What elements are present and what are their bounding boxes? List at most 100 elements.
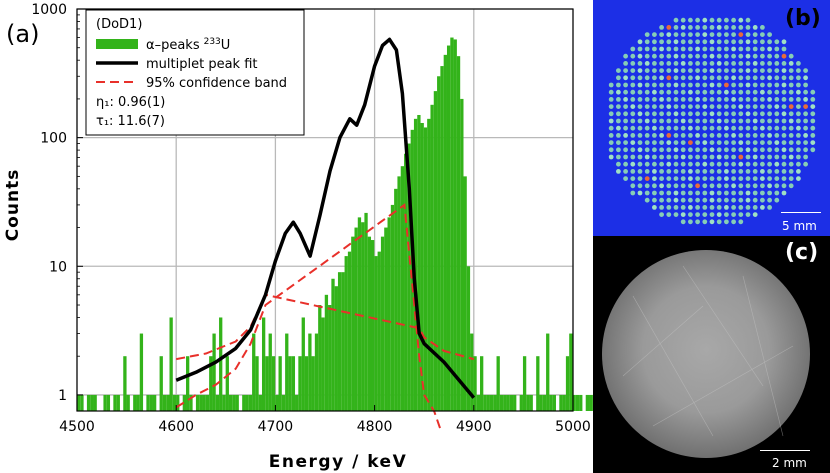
detector-pixel	[767, 68, 772, 73]
detector-pixel	[731, 61, 736, 66]
detector-pixel	[616, 125, 621, 131]
detector-pixel	[716, 25, 722, 30]
detector-pixel	[774, 75, 780, 81]
detector-pixel	[659, 118, 664, 124]
detector-pixel	[788, 140, 794, 146]
detector-pixel	[688, 82, 693, 88]
detector-pixel	[724, 75, 729, 81]
detector-pixel	[702, 118, 708, 124]
histogram-bar	[466, 266, 471, 411]
histogram-bar	[460, 98, 464, 411]
detector-pixel	[673, 32, 679, 37]
detector-pixel	[788, 61, 794, 66]
detector-pixel	[637, 147, 643, 153]
detector-pixel	[752, 176, 758, 182]
detector-pixel	[673, 190, 679, 196]
detector-pixel	[630, 140, 636, 146]
detector-pixel	[644, 61, 650, 66]
detector-pixel	[673, 89, 679, 95]
detector-pixel	[608, 147, 614, 153]
detector-pixel	[752, 190, 758, 196]
detector-pixel	[644, 133, 650, 138]
detector-pixel	[731, 205, 736, 210]
detector-pixel	[738, 176, 744, 182]
histogram-bar	[364, 212, 368, 411]
detector-pixel	[673, 97, 679, 102]
detector-pixel	[644, 39, 650, 45]
detector-pixel	[803, 118, 808, 124]
detector-pixel	[666, 39, 672, 45]
detector-pixel	[760, 205, 765, 210]
detector-pixel	[724, 61, 729, 66]
histogram-bar	[572, 394, 576, 411]
detector-pixel	[788, 133, 794, 138]
detector-pixel	[738, 205, 744, 210]
detector-pixel	[680, 89, 686, 95]
detector-pixel	[702, 97, 708, 102]
detector-pixel	[709, 147, 715, 153]
detector-pixel	[796, 68, 801, 73]
detector-pixel	[680, 111, 686, 117]
detector-pixel	[760, 53, 765, 59]
detector-pixel	[688, 161, 693, 167]
detector-pixel	[630, 190, 636, 196]
detector-pixel	[760, 68, 765, 73]
detector-pixel	[716, 140, 722, 146]
detector-pixel	[637, 46, 643, 52]
detector-pixel	[673, 118, 679, 124]
histogram-bar	[126, 394, 130, 411]
histogram-bar	[397, 176, 401, 411]
histogram-bar	[176, 394, 180, 411]
detector-pixel	[810, 89, 816, 95]
detector-pixel	[767, 197, 772, 203]
detector-pixel	[652, 82, 657, 88]
detector-pixel	[745, 190, 751, 196]
detector-pixel	[731, 147, 736, 153]
detector-pixel	[781, 118, 787, 124]
detector-pixel	[652, 125, 657, 131]
detector-pixel	[695, 118, 700, 124]
detector-pixel	[731, 46, 736, 52]
histogram-bar	[278, 356, 282, 411]
detector-pixel	[659, 140, 664, 146]
detector-pixel	[652, 183, 657, 189]
detector-pixel	[752, 89, 758, 95]
detector-pixel	[745, 61, 751, 66]
detector-pixel	[796, 118, 801, 124]
detector-pixel	[637, 53, 643, 59]
detector-pixel	[673, 46, 679, 52]
detector-pixel	[731, 53, 736, 59]
histogram-bar	[437, 76, 441, 412]
histogram-bar	[394, 188, 398, 411]
detector-pixel	[659, 111, 664, 117]
histogram-bar	[321, 317, 325, 411]
detector-pixel	[630, 104, 636, 109]
detector-pixel	[767, 190, 772, 196]
detector-pixel	[666, 205, 672, 210]
histogram-bar	[380, 236, 385, 411]
histogram-bar	[569, 333, 573, 411]
detector-pixel	[796, 111, 801, 117]
detector-pixel	[716, 104, 722, 109]
detector-pixel	[767, 82, 772, 88]
detector-pixel	[659, 25, 664, 30]
detector-pixel	[796, 147, 801, 153]
detector-pixel	[738, 25, 744, 30]
histogram-bar	[215, 394, 220, 411]
detector-pixel	[760, 140, 765, 146]
detector-pixel	[644, 75, 650, 81]
detector-pixel	[659, 212, 664, 218]
detector-pixel	[781, 75, 787, 81]
detector-pixel	[680, 25, 686, 30]
detector-pixel	[666, 161, 672, 167]
detector-pixel	[738, 32, 744, 37]
detector-pixel	[738, 125, 744, 131]
detector-pixel	[738, 75, 744, 81]
detector-pixel	[702, 169, 708, 174]
detector-pixel	[767, 46, 772, 52]
x-tick-label: 5000	[555, 419, 591, 435]
detector-pixel	[616, 161, 621, 167]
detector-pixel	[716, 61, 722, 66]
detector-pixel	[630, 111, 636, 117]
detector-pixel	[752, 205, 758, 210]
